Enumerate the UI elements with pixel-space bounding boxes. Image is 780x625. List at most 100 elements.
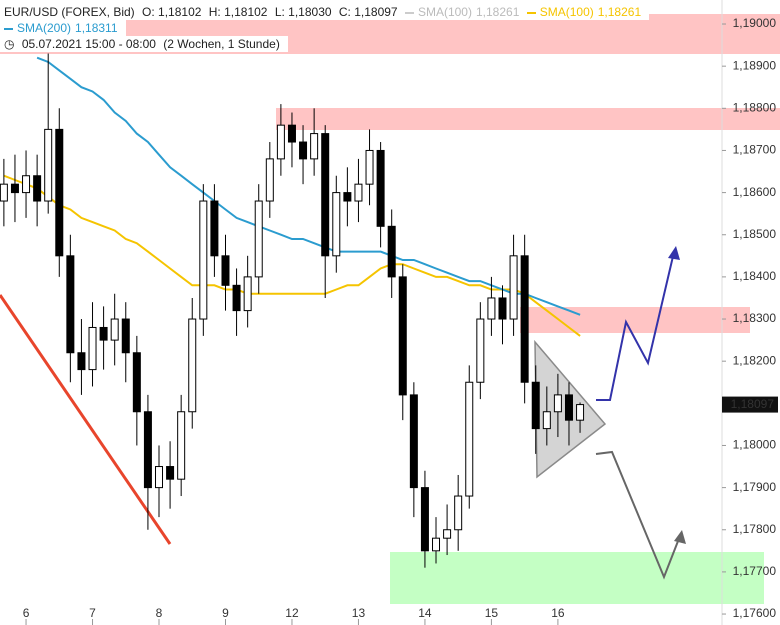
legend-row: EUR/USD (FOREX, Bid) O: 1,18102 H: 1,181… [0,4,650,20]
y-tick-label: 1,17600 [733,606,777,620]
legend-name: SMA(100) [539,5,594,19]
candle-body [310,133,319,160]
y-tick-label: 1,17900 [733,480,777,494]
candle-body [487,297,496,320]
last-price-label: 1,18097 [731,397,775,411]
resistance-zone [276,108,780,130]
candle-body [232,284,241,312]
candle-body [166,466,175,480]
x-tick-label: 7 [89,606,96,620]
candle-body [110,318,119,341]
candle-body [398,276,407,396]
candle-body [221,255,230,286]
candle-body [199,200,208,320]
candle-body [66,255,75,354]
bear-scenario-arrow [595,450,681,580]
candle-body [576,404,585,421]
y-tick-label: 1,19000 [733,16,777,30]
candle-body [443,529,452,539]
x-tick-label: 8 [156,606,163,620]
last-price-box [722,396,778,413]
legend-value: 1,18261 [597,5,642,19]
x-tick-label: 6 [23,606,30,620]
candle-body [454,495,463,531]
candle-body [10,183,19,194]
y-tick-label: 1,18800 [733,100,777,114]
x-tick-label: 13 [352,606,366,620]
candle-body [432,537,441,552]
resistance-zone [520,307,750,333]
candle-body [542,411,551,430]
bull-scenario-arrow [596,251,675,401]
y-tick-label: 1,18500 [733,227,777,241]
candle-body [564,394,573,421]
sma-line [3,174,581,337]
y-tick-label: 1,18300 [733,311,777,325]
candle-body [299,141,308,160]
candle-body [476,318,485,383]
sma-line [36,56,581,316]
candle-body [321,133,330,257]
candle-body [177,411,186,480]
candle-body [77,352,86,371]
candle-body [343,192,352,202]
candle-body [254,200,263,278]
candle-body [155,466,164,489]
range: (2 Wochen, 1 Stunde) [163,37,280,51]
y-tick-label: 1,18900 [733,58,777,72]
y-tick-label: 1,18700 [733,143,777,157]
candle-body [33,175,42,202]
y-tick-label: 1,18000 [733,438,777,452]
candle-body [509,255,518,320]
candle-body [99,326,108,341]
candle-body [531,381,540,430]
candle-body [265,158,274,202]
candle-body [276,124,285,160]
x-tick-label: 16 [551,606,565,620]
arrow-head [674,530,686,544]
candle-body [132,352,141,413]
candle-body [121,318,130,354]
legend-swatch [4,27,13,30]
legend-value: 1,18311 [75,21,118,35]
candle-body [55,128,64,257]
candle-body [465,381,474,497]
candle-body [243,276,252,312]
x-tick-label: 9 [222,606,229,620]
symbol: EUR/USD (FOREX, Bid) [4,5,135,19]
candle-body [365,149,374,185]
support-zone [390,552,764,604]
candle-body [553,394,562,413]
candle-body [520,255,529,383]
candle-body [188,318,197,413]
clock-icon: ◷ [4,37,15,51]
candle-body [354,183,363,202]
legend-name: SMA(200) [17,21,72,35]
y-tick-label: 1,18400 [733,269,777,283]
ohlc: L: 1,18030 [274,5,332,19]
legend-value: 1,18261 [475,5,520,19]
x-tick-label: 15 [485,606,499,620]
candle-body [22,175,31,194]
candle-body [287,124,296,143]
arrow-head [668,246,680,260]
candle-body [376,149,385,227]
ohlc: H: 1,18102 [208,5,268,19]
legend-row: SMA(200) 1,18311 [0,20,126,36]
y-tick-label: 1,17700 [733,564,777,578]
legend-swatch [526,11,536,14]
y-tick-label: 1,17800 [733,522,777,536]
ohlc: O: 1,18102 [142,5,202,19]
candle-body [0,183,8,202]
candle-body [498,297,507,320]
candle-body [409,394,418,489]
candle-body [332,192,341,257]
legend-swatch [404,11,414,14]
candle-body [387,225,396,278]
candle-body [44,128,53,202]
candle-body [143,411,152,489]
y-tick-label: 1,18200 [733,353,777,367]
period: 05.07.2021 15:00 - 08:00 [21,37,156,51]
